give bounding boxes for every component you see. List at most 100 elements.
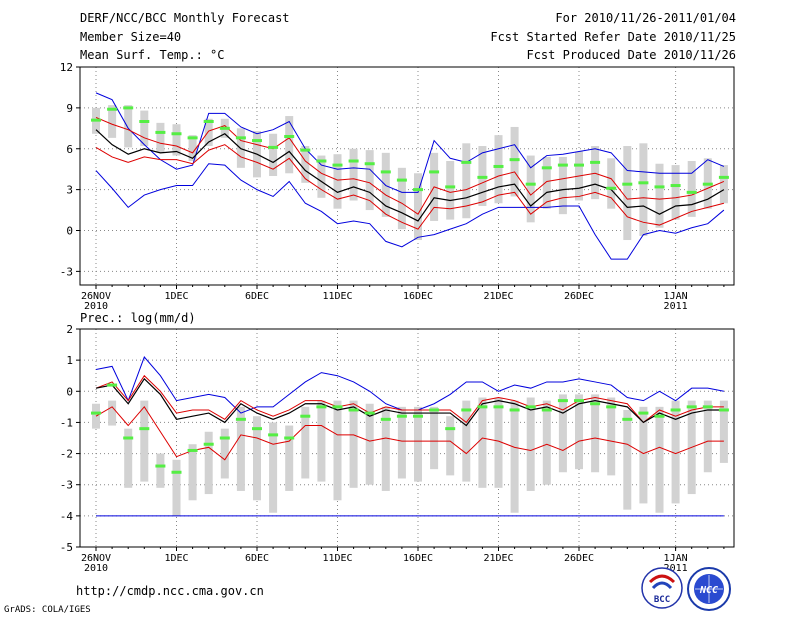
series-line-min <box>95 163 725 260</box>
member-spread-bar <box>542 156 551 209</box>
observed-marker <box>252 139 262 143</box>
observed-marker <box>187 136 198 140</box>
member-spread-bar <box>124 105 133 148</box>
member-spread-bar <box>510 126 519 197</box>
x-tick-label: 26DEC <box>564 291 594 302</box>
observed-marker <box>702 182 713 186</box>
member-spread-bar <box>446 416 455 476</box>
observed-marker <box>574 399 584 403</box>
x-tick-label: 21DEC <box>483 553 513 564</box>
source-url[interactable]: http://cmdp.ncc.cma.gov.cn <box>76 584 264 598</box>
member-spread-bar <box>591 394 600 473</box>
member-spread-bar <box>462 400 471 482</box>
member-spread-bar <box>172 124 181 156</box>
x-tick-label: 21DEC <box>483 291 513 302</box>
observed-marker <box>574 163 584 167</box>
member-spread-bar <box>156 453 165 488</box>
x-year-label: 2011 <box>664 563 688 574</box>
observed-marker <box>670 184 681 188</box>
x-tick-label: 26DEC <box>564 553 594 564</box>
y-tick-label: -3 <box>60 265 73 278</box>
member-spread-bar <box>269 133 278 176</box>
observed-marker <box>541 166 552 170</box>
observed-marker <box>477 175 488 179</box>
observed-marker <box>413 188 423 192</box>
y-tick-label: 1 <box>66 354 73 367</box>
member-spread-bar <box>156 122 165 153</box>
observed-marker <box>606 186 617 190</box>
x-tick-label: 26NOV <box>81 553 111 564</box>
plot-frame <box>79 66 735 286</box>
observed-marker <box>509 408 520 412</box>
series-line-upper <box>95 116 725 215</box>
member-spread-bar <box>494 397 503 488</box>
series-line-upper <box>95 374 724 424</box>
member-spread-bar <box>478 397 487 488</box>
member-spread-bar <box>558 156 567 215</box>
observed-marker <box>525 182 536 186</box>
observed-marker <box>284 134 295 138</box>
bcc-logo-text: BCC <box>654 595 670 605</box>
observed-marker <box>300 148 311 152</box>
observed-marker <box>348 408 359 412</box>
member-spread-bar <box>285 116 294 174</box>
grads-credit: GrADS: COLA/IGES <box>4 605 91 615</box>
y-tick-label: 6 <box>66 143 73 156</box>
observed-marker <box>493 405 504 409</box>
x-tick-label: 1JAN <box>664 291 688 302</box>
observed-marker <box>413 414 423 418</box>
member-spread-bar <box>719 400 728 463</box>
observed-marker <box>219 126 230 130</box>
observed-marker <box>316 159 327 163</box>
precipitation-panel: -5 -4 -3 -2 -1 0 1 2 26NOV 1DEC 6DEC 11DEC 16DEC 21DE… <box>60 311 735 574</box>
observed-marker <box>348 159 359 163</box>
observed-marker <box>638 411 649 415</box>
member-spread-bar <box>172 459 181 516</box>
member-spread-bar <box>188 444 197 501</box>
member-spread-bar <box>655 163 664 228</box>
y-tick-label: -3 <box>60 479 73 492</box>
precipitation-title: Prec.: log(mm/d) <box>80 311 196 325</box>
observed-marker <box>235 136 246 140</box>
observed-marker <box>638 181 649 185</box>
member-spread-bar <box>655 406 664 513</box>
member-spread-bar <box>446 161 455 220</box>
y-tick-label: -4 <box>60 510 74 523</box>
member-spread-bar <box>333 154 342 209</box>
member-spread-bar <box>301 146 310 183</box>
observed-marker <box>364 162 375 166</box>
member-spread-bar <box>204 118 213 147</box>
member-spread-bar <box>108 400 117 426</box>
member-spread-bar <box>510 400 519 513</box>
observed-marker <box>493 164 504 168</box>
member-spread-bar <box>140 110 149 147</box>
observed-marker <box>606 405 617 409</box>
member-spread-bar <box>365 403 374 485</box>
observed-marker <box>718 408 729 412</box>
member-spread-bar <box>253 416 261 501</box>
member-spread-bar <box>124 428 133 488</box>
series-line-lower <box>95 406 724 461</box>
member-spread-bar <box>349 148 358 201</box>
series-line-mean <box>95 129 725 222</box>
member-spread-bar <box>381 406 390 491</box>
y-tick-label: 3 <box>66 184 73 197</box>
observed-marker <box>316 405 327 409</box>
y-tick-label: -1 <box>60 416 73 429</box>
member-spread-bar <box>317 400 326 482</box>
observed-marker <box>171 132 182 136</box>
member-spread-bar <box>397 406 406 479</box>
member-spread-bar <box>430 406 439 470</box>
member-spread-bar <box>671 165 680 220</box>
observed-marker <box>107 383 118 387</box>
member-spread-bar <box>397 167 406 230</box>
observed-marker <box>332 163 343 167</box>
series-line-lower <box>95 144 725 230</box>
variable-label: Mean Surf. Temp.: °C <box>80 48 225 62</box>
member-spread-bar <box>719 165 728 204</box>
x-tick-label: 16DEC <box>403 553 433 564</box>
observed-marker <box>718 175 729 179</box>
member-spread-bar <box>623 409 632 510</box>
x-tick-label: 6DEC <box>245 553 269 564</box>
observed-marker <box>268 433 279 437</box>
